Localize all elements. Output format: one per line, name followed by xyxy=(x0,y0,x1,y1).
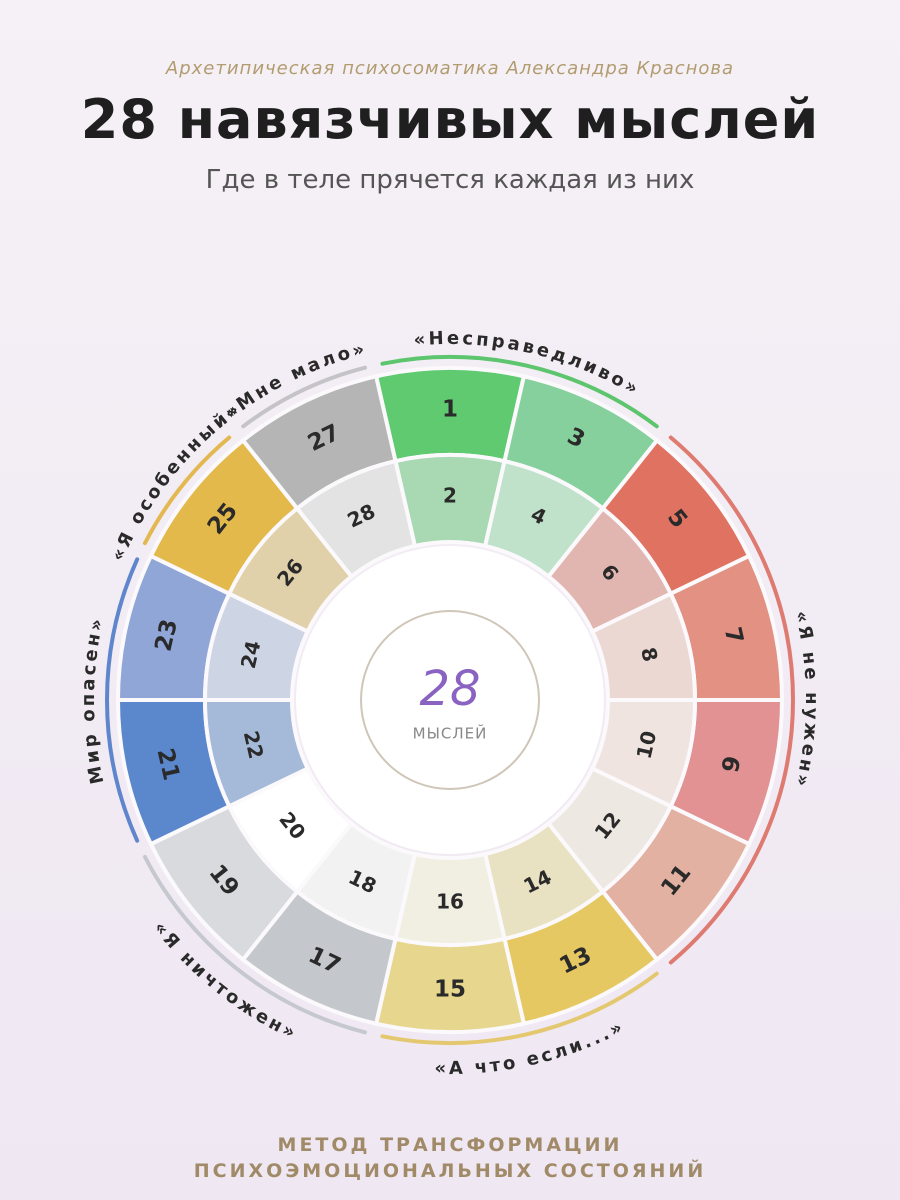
outer-number: 1 xyxy=(442,397,458,423)
inner-number: 8 xyxy=(636,645,662,664)
footer-line: МЕТОД ТРАНСФОРМАЦИИ xyxy=(278,1134,623,1156)
subtitle: Где в теле прячется каждая из них xyxy=(206,165,695,195)
outer-number: 15 xyxy=(434,977,466,1003)
footer-line: ПСИХОЭМОЦИОНАЛЬНЫХ СОСТОЯНИЙ xyxy=(194,1159,706,1182)
group-label-text: Мир опасен» xyxy=(78,614,106,786)
group-arc xyxy=(142,854,367,1035)
kicker: Архетипическая психосоматика Александра … xyxy=(165,58,734,79)
title: 28 навязчивых мыслей xyxy=(81,88,819,151)
center-label: МЫСЛЕЙ xyxy=(413,724,488,743)
center-number: 28 xyxy=(419,661,480,717)
group-label-text: «Я не нужен» xyxy=(790,609,819,792)
group-arc xyxy=(142,435,232,546)
outer-number: 7 xyxy=(719,625,748,646)
center-ring xyxy=(360,610,540,790)
group-arc xyxy=(241,365,367,429)
inner-number: 16 xyxy=(436,890,464,914)
group-arc xyxy=(105,557,140,843)
group-label: «Я не нужен» xyxy=(790,609,822,792)
group-arc xyxy=(380,971,659,1045)
group-label: Мир опасен» xyxy=(78,614,109,786)
inner-number: 2 xyxy=(443,484,457,508)
outer-number: 9 xyxy=(718,754,747,775)
inner-segment xyxy=(294,458,418,580)
group-arc xyxy=(668,435,795,965)
group-arc xyxy=(380,355,659,429)
